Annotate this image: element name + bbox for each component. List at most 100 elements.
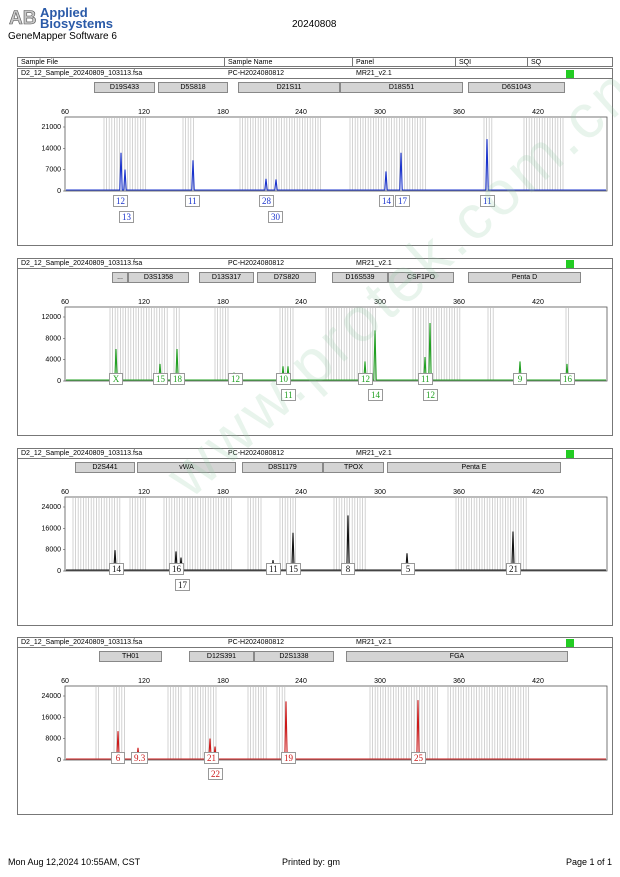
allele-call-label[interactable]: 8 <box>341 563 355 575</box>
marker-tpox[interactable]: TPOX <box>323 462 384 473</box>
y-tick-label: 8000 <box>45 736 61 743</box>
marker-d2s441[interactable]: D2S441 <box>75 462 135 473</box>
allele-call-label[interactable]: 11 <box>418 373 433 385</box>
marker-penta-e[interactable]: Penta E <box>387 462 561 473</box>
marker-th01[interactable]: TH01 <box>99 651 162 662</box>
allele-call-label[interactable]: 15 <box>153 373 168 385</box>
x-tick-label: 360 <box>453 109 465 116</box>
x-tick-label: 120 <box>138 299 150 306</box>
marker-d7s820[interactable]: D7S820 <box>257 272 316 283</box>
x-tick-label: 120 <box>138 678 150 685</box>
x-tick-label: 60 <box>61 109 69 116</box>
allele-call-label[interactable]: 9.3 <box>131 752 149 764</box>
allele-call-label[interactable]: 9 <box>513 373 527 385</box>
sample-info-bar: D2_12_Sample_20240809_103113.fsa PC-H2024… <box>18 259 612 269</box>
x-tick-label: 240 <box>295 299 307 306</box>
quality-indicator-icon <box>566 70 574 78</box>
x-tick-label: 180 <box>217 109 229 116</box>
quality-indicator-icon <box>566 639 574 647</box>
allele-call-label[interactable]: 15 <box>286 563 301 575</box>
x-tick-label: 240 <box>295 489 307 496</box>
x-tick-label: 60 <box>61 299 69 306</box>
allele-call-label[interactable]: 28 <box>259 195 274 207</box>
quality-indicator-icon <box>566 450 574 458</box>
allele-call-label[interactable]: 11 <box>281 389 296 401</box>
allele-call-label[interactable]: 5 <box>401 563 415 575</box>
x-tick-label: 360 <box>453 299 465 306</box>
allele-call-label[interactable]: 21 <box>204 752 219 764</box>
software-name: GeneMapper Software 6 <box>8 31 117 42</box>
allele-call-label[interactable]: 16 <box>169 563 184 575</box>
electropherogram-plot: 60 120 180 240 300 360 420 21000 14000 7000 0 <box>42 109 608 195</box>
allele-call-label[interactable]: X <box>109 373 123 385</box>
allele-call-label[interactable]: 12 <box>228 373 243 385</box>
allele-call-label[interactable]: 11 <box>266 563 281 575</box>
electropherogram-panel-3: D2_12_Sample_20240809_103113.fsa PC-H2024… <box>17 448 613 626</box>
footer-printed-by: Printed by: gm <box>282 857 341 867</box>
marker-csf1po[interactable]: CSF1PO <box>388 272 454 283</box>
marker-d12s391[interactable]: D12S391 <box>189 651 254 662</box>
marker-fga[interactable]: FGA <box>346 651 568 662</box>
allele-call-label[interactable]: 12 <box>113 195 128 207</box>
panel-name: MR21_v2.1 <box>356 450 392 457</box>
y-tick-label: 4000 <box>45 357 61 364</box>
marker-vwa[interactable]: vWA <box>137 462 236 473</box>
quality-indicator-icon <box>566 260 574 268</box>
marker-d2s1338[interactable]: D2S1338 <box>254 651 334 662</box>
allele-call-label[interactable]: 13 <box>119 211 134 223</box>
y-tick-label: 8000 <box>45 335 61 342</box>
allele-call-label[interactable]: 14 <box>379 195 394 207</box>
marker-d18s51[interactable]: D18S51 <box>340 82 463 93</box>
signal-trace <box>66 139 606 191</box>
allele-call-label[interactable]: 22 <box>208 768 223 780</box>
y-tick-label: 0 <box>57 188 61 195</box>
electropherogram-panel-1: D2_12_Sample_20240809_103113.fsa PC-H2024… <box>17 68 613 246</box>
allele-call-label[interactable]: 19 <box>281 752 296 764</box>
brand-line-2: Biosystems <box>40 16 113 31</box>
electropherogram-plot: 60 120 180 240 300 360 420 24000 16000 8000 0 <box>42 678 608 764</box>
allele-call-label[interactable]: 25 <box>411 752 426 764</box>
electropherogram-plot: 60 120 180 240 300 360 420 24000 16000 8000 0 <box>42 489 608 575</box>
allele-call-label[interactable]: 12 <box>423 389 438 401</box>
electropherogram-panel-2: D2_12_Sample_20240809_103113.fsa PC-H2024… <box>17 258 613 436</box>
x-tick-label: 240 <box>295 678 307 685</box>
marker-d21s11[interactable]: D21S11 <box>238 82 340 93</box>
y-tick-label: 0 <box>57 568 61 575</box>
x-tick-label: 60 <box>61 678 69 685</box>
sample-file-name: D2_12_Sample_20240809_103113.fsa <box>21 260 143 267</box>
allele-call-label[interactable]: 11 <box>185 195 200 207</box>
marker-d3s1358[interactable]: D3S1358 <box>128 272 189 283</box>
allele-call-label[interactable]: 14 <box>109 563 124 575</box>
x-tick-label: 420 <box>532 299 544 306</box>
sample-name: PC-H2024080812 <box>228 450 285 457</box>
allele-call-label[interactable]: 16 <box>560 373 575 385</box>
allele-call-label[interactable]: 6 <box>111 752 125 764</box>
panel-name: MR21_v2.1 <box>356 260 392 267</box>
marker-d19s433[interactable]: D19S433 <box>94 82 155 93</box>
col-sample-file: Sample File <box>21 59 58 66</box>
allele-call-label[interactable]: 11 <box>480 195 495 207</box>
sample-file-name: D2_12_Sample_20240809_103113.fsa <box>21 70 143 77</box>
x-tick-label: 180 <box>217 299 229 306</box>
x-tick-label: 180 <box>217 678 229 685</box>
allele-call-label[interactable]: 21 <box>506 563 521 575</box>
allele-call-label[interactable]: 30 <box>268 211 283 223</box>
marker-d6s1043[interactable]: D6S1043 <box>468 82 565 93</box>
allele-call-label[interactable]: 10 <box>276 373 291 385</box>
allele-call-label[interactable]: 17 <box>395 195 410 207</box>
allele-call-label[interactable]: 12 <box>358 373 373 385</box>
allele-call-label[interactable]: 14 <box>368 389 383 401</box>
brand-line-1: Applied <box>40 5 88 20</box>
footer-page: Page 1 of 1 <box>566 857 613 867</box>
allele-call-label[interactable]: 18 <box>170 373 185 385</box>
y-tick-label: 0 <box>57 378 61 385</box>
marker-d16s539[interactable]: D16S539 <box>332 272 388 283</box>
marker-[interactable]: ... <box>112 272 128 283</box>
marker-d5s818[interactable]: D5S818 <box>158 82 228 93</box>
marker-d13s317[interactable]: D13S317 <box>199 272 254 283</box>
column-header-bar: Sample File Sample Name Panel SQI SQ <box>17 57 613 67</box>
y-tick-label: 24000 <box>42 504 62 511</box>
marker-penta-d[interactable]: Penta D <box>468 272 581 283</box>
allele-call-label[interactable]: 17 <box>175 579 190 591</box>
marker-d8s1179[interactable]: D8S1179 <box>242 462 323 473</box>
